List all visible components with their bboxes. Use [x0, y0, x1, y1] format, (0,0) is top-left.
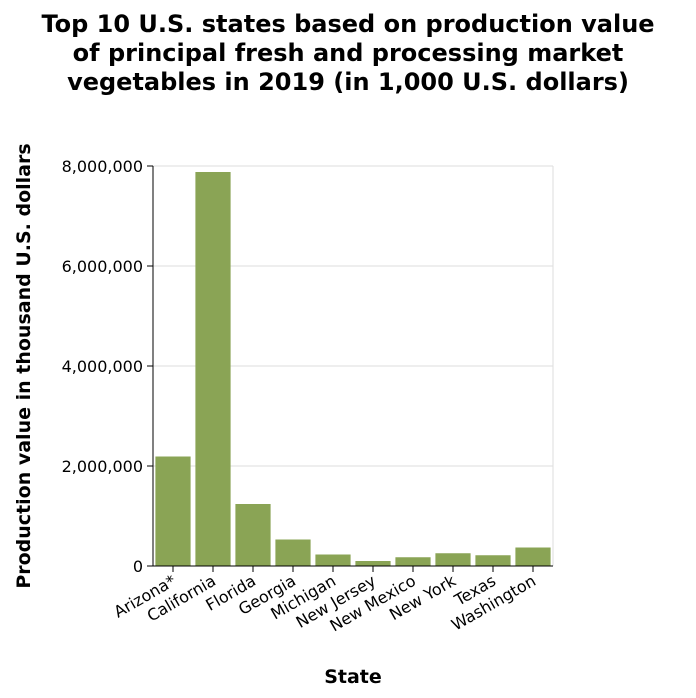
bar-8	[475, 555, 511, 566]
chart-title: Top 10 U.S. states based on production v…	[41, 10, 654, 96]
y-axis-label: Production value in thousand U.S. dollar…	[13, 143, 35, 588]
bar-3	[275, 539, 311, 566]
bar-0	[155, 456, 191, 566]
y-tick-label-4: 8,000,000	[62, 157, 143, 176]
chart-title-line-2: of principal fresh and processing market	[73, 39, 624, 67]
x-ticks: Arizona*CaliforniaFloridaGeorgiaMichigan…	[111, 566, 539, 635]
y-tick-label-3: 6,000,000	[62, 257, 143, 276]
y-tick-label-2: 4,000,000	[62, 357, 143, 376]
bar-2	[235, 504, 271, 566]
chart-title-line-1: Top 10 U.S. states based on production v…	[41, 10, 654, 38]
y-tick-label-0: 0	[133, 557, 143, 576]
y-tick-label-1: 2,000,000	[62, 457, 143, 476]
y-ticks: 0 2,000,000 4,000,000 6,000,000 8,000,000	[62, 157, 153, 576]
bar-6	[395, 557, 431, 566]
x-axis-label: State	[324, 666, 382, 688]
bar-1	[195, 172, 231, 566]
bar-4	[315, 554, 351, 566]
bar-9	[515, 547, 551, 566]
chart-title-line-3: vegetables in 2019 (in 1,000 U.S. dollar…	[67, 68, 629, 96]
bar-5	[355, 561, 391, 566]
bars	[155, 172, 551, 566]
bar-7	[435, 553, 471, 566]
